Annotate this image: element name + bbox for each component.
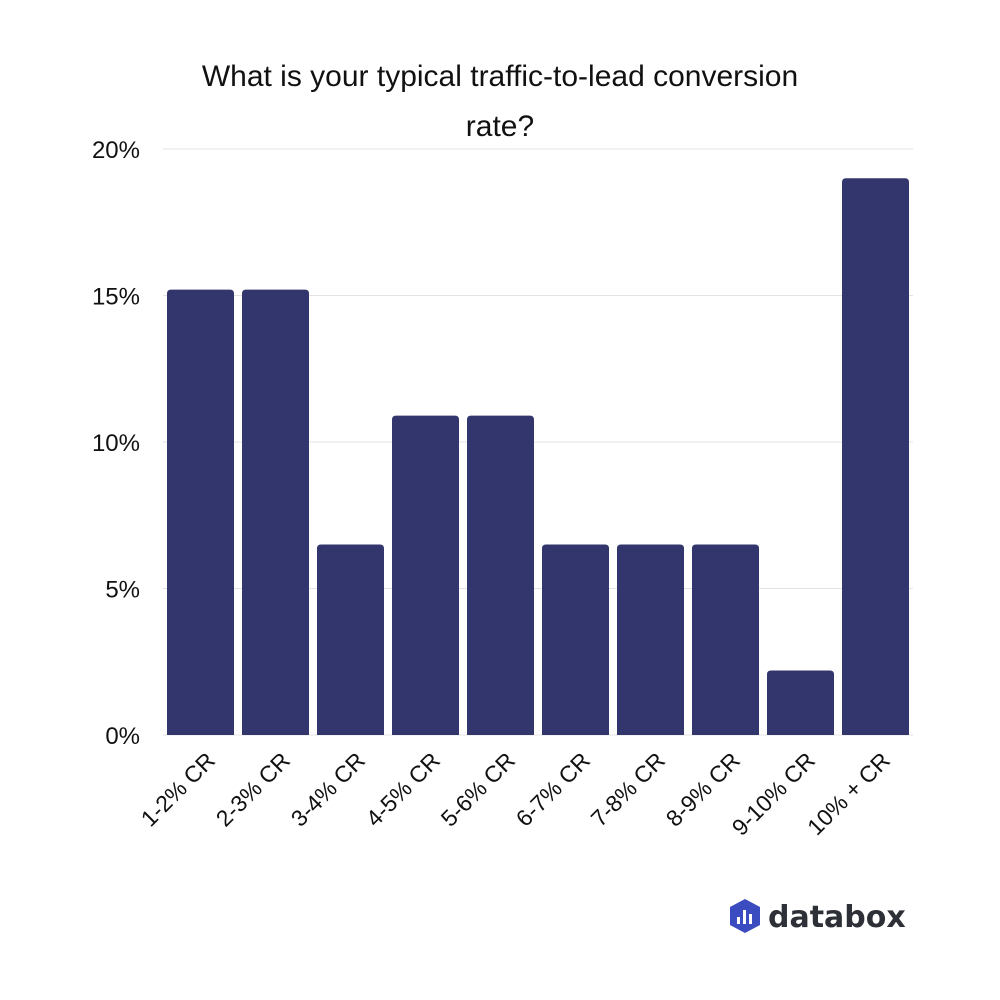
y-tick-label: 20%	[92, 137, 140, 164]
bar	[242, 289, 309, 735]
chart-title-line-1: What is your typical traffic-to-lead con…	[202, 60, 798, 93]
bar	[167, 289, 234, 735]
x-tick-label: 6-7% CR	[511, 747, 595, 831]
bar	[392, 415, 459, 735]
bar	[617, 544, 684, 735]
bar	[842, 178, 909, 736]
x-tick-label: 1-2% CR	[136, 747, 220, 831]
bar	[467, 415, 534, 735]
y-tick-label: 5%	[105, 577, 140, 604]
x-tick-label: 5-6% CR	[436, 747, 520, 831]
bar	[542, 544, 609, 735]
bar	[692, 544, 759, 735]
databox-logo-text: databox	[768, 900, 906, 935]
x-tick-label: 10% + CR	[802, 747, 895, 840]
x-tick-label: 3-4% CR	[286, 747, 370, 831]
y-tick-label: 0%	[105, 723, 140, 750]
databox-logo: databox	[730, 899, 906, 935]
x-tick-label: 2-3% CR	[211, 747, 295, 831]
y-tick-label: 15%	[92, 284, 140, 311]
chart-title-line-2: rate?	[466, 110, 534, 143]
x-tick-label: 4-5% CR	[361, 747, 445, 831]
bar	[317, 544, 384, 735]
bar	[767, 670, 834, 735]
y-tick-label: 10%	[92, 430, 140, 457]
x-tick-label: 7-8% CR	[586, 747, 670, 831]
